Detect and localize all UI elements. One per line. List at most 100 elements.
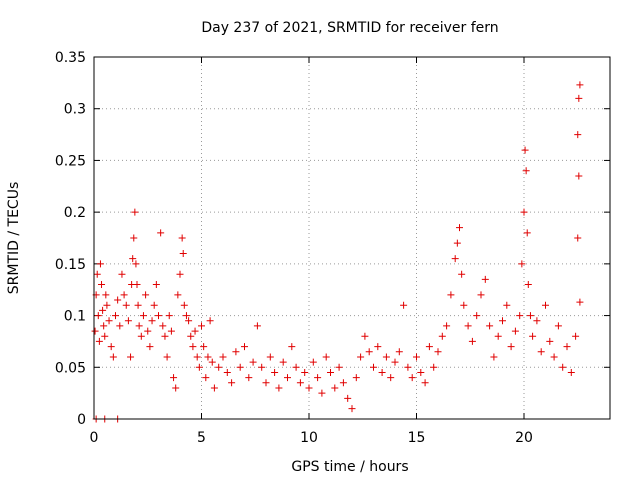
data-point	[223, 368, 231, 376]
data-point	[228, 379, 236, 387]
x-tick-label: 5	[197, 430, 206, 446]
data-point	[408, 374, 416, 382]
data-point	[144, 327, 152, 335]
data-point	[178, 234, 186, 242]
data-point	[348, 405, 356, 413]
data-point	[430, 363, 438, 371]
data-point	[112, 312, 119, 320]
data-points	[91, 81, 584, 423]
data-point	[193, 353, 201, 361]
data-point	[526, 312, 534, 320]
data-point	[404, 363, 412, 371]
data-point	[93, 270, 101, 278]
data-point	[550, 353, 558, 361]
data-point	[103, 301, 111, 309]
data-point	[130, 234, 138, 242]
data-point	[344, 394, 352, 402]
data-point	[447, 291, 455, 299]
data-point	[98, 281, 106, 289]
data-point	[204, 353, 212, 361]
data-point	[167, 327, 175, 335]
data-point	[271, 368, 279, 376]
data-point	[464, 322, 472, 330]
data-point	[507, 343, 515, 351]
data-point	[208, 358, 216, 366]
data-point	[522, 167, 530, 175]
data-point	[499, 317, 506, 325]
data-point	[202, 374, 210, 382]
data-point	[546, 337, 554, 345]
data-point	[518, 260, 526, 268]
data-point	[516, 312, 524, 320]
grid	[94, 57, 610, 419]
data-point	[189, 343, 197, 351]
data-point	[109, 353, 117, 361]
data-point	[378, 368, 386, 376]
y-axis-label: SRMTID / TECUs	[6, 182, 22, 295]
data-point	[152, 281, 160, 289]
data-point	[438, 332, 446, 340]
data-point	[133, 281, 141, 289]
data-point	[559, 363, 567, 371]
data-point	[460, 301, 468, 309]
data-point	[357, 353, 365, 361]
data-point	[241, 343, 248, 351]
data-point	[187, 332, 195, 340]
data-point	[511, 327, 519, 335]
y-tick-label: 0.35	[55, 50, 86, 66]
data-point	[314, 374, 322, 382]
data-point	[421, 379, 429, 387]
data-point	[477, 291, 485, 299]
data-point	[180, 301, 188, 309]
data-point	[305, 384, 313, 392]
data-point	[232, 348, 240, 356]
data-point	[279, 358, 287, 366]
data-point	[572, 332, 580, 340]
data-point	[335, 363, 343, 371]
data-point	[288, 343, 296, 351]
data-point	[127, 353, 135, 361]
data-point	[148, 317, 156, 325]
data-point	[120, 291, 128, 299]
plot-frame	[93, 56, 611, 420]
data-point	[576, 81, 584, 89]
data-point	[159, 322, 167, 330]
data-point	[382, 353, 390, 361]
data-point	[107, 343, 115, 351]
data-point	[102, 291, 110, 299]
data-point	[94, 312, 102, 320]
data-point	[443, 322, 451, 330]
data-point	[542, 301, 549, 309]
data-point	[172, 384, 180, 392]
data-point	[365, 348, 373, 356]
data-point	[146, 343, 154, 351]
data-point	[195, 363, 203, 371]
data-point	[100, 322, 108, 330]
x-tick-label: 10	[300, 430, 318, 446]
data-point	[206, 317, 214, 325]
data-point	[139, 312, 147, 320]
data-point	[185, 317, 193, 325]
data-point	[132, 260, 140, 268]
data-point	[215, 363, 223, 371]
data-point	[118, 270, 126, 278]
y-tick-label: 0.2	[64, 205, 86, 221]
data-point	[331, 384, 339, 392]
data-point	[533, 317, 541, 325]
data-point	[327, 368, 334, 376]
data-point	[554, 322, 562, 330]
data-point	[131, 208, 139, 216]
data-point	[417, 368, 425, 376]
data-point	[200, 343, 208, 351]
data-point	[521, 146, 529, 154]
data-point	[468, 337, 476, 345]
data-point	[101, 332, 109, 340]
data-point	[413, 353, 420, 361]
data-point	[163, 353, 171, 361]
data-point	[105, 317, 113, 325]
x-tick-label: 15	[408, 430, 426, 446]
data-point	[451, 255, 459, 263]
data-point	[524, 281, 532, 289]
